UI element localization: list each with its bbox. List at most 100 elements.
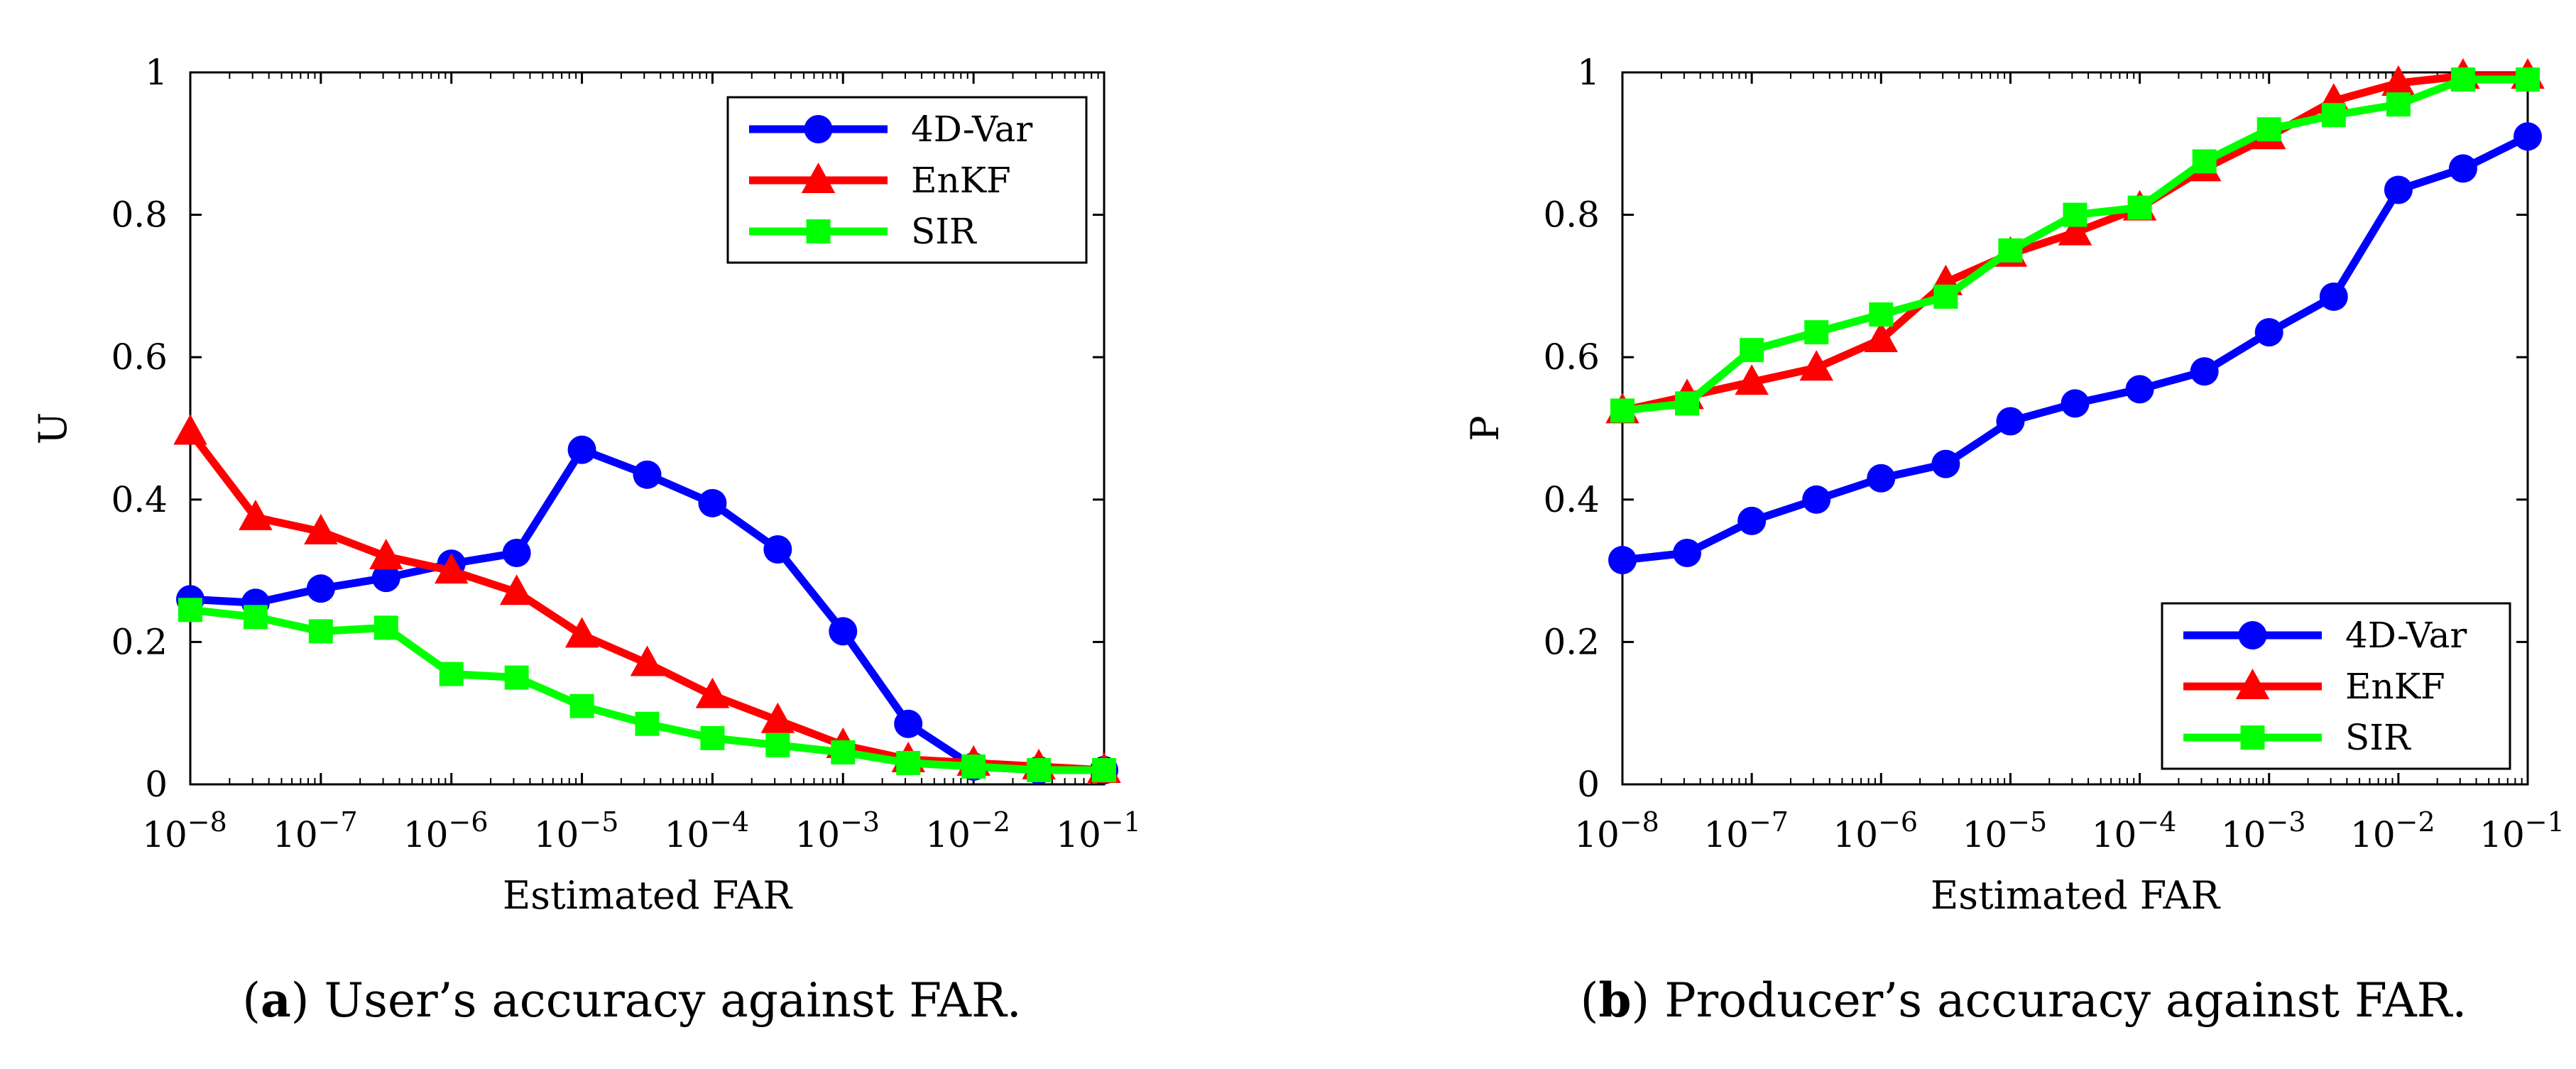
data-point (2058, 214, 2092, 246)
data-point (831, 740, 856, 764)
y-tick-label: 0.4 (111, 479, 168, 520)
data-point (369, 539, 403, 570)
data-point (1027, 757, 1052, 782)
data-point (504, 665, 529, 690)
x-tick-label: 10−7 (273, 806, 358, 855)
legend-marker (804, 115, 833, 143)
data-point (1869, 302, 1894, 327)
data-point (2514, 122, 2542, 151)
legend: 4D-Var EnKF SIR (2161, 602, 2511, 770)
data-point (2063, 202, 2087, 227)
caption-a: (a) User’s accuracy against FAR. (242, 972, 1022, 1028)
legend-label: SIR (911, 211, 977, 252)
data-point (1673, 539, 1702, 568)
y-axis-title: P (1463, 415, 1507, 441)
y-tick-label: 0.2 (1543, 621, 1600, 662)
data-point (2061, 389, 2090, 418)
data-point (2190, 357, 2219, 386)
caption-a-letter: a (261, 972, 291, 1028)
data-point (434, 553, 469, 584)
x-tick-label: 10−6 (1833, 806, 1918, 855)
data-point (2450, 67, 2475, 92)
data-point (763, 535, 792, 564)
data-point (1931, 449, 1960, 478)
caption-b: (b) Producer’s accuracy against FAR. (1580, 972, 2467, 1028)
y-tick-label: 0.8 (1543, 194, 1600, 236)
data-point (961, 754, 986, 779)
data-point (760, 702, 795, 733)
data-point (373, 615, 398, 640)
data-point (1740, 338, 1764, 363)
data-point (1799, 350, 1833, 381)
data-point (698, 488, 727, 517)
legend-marker (2235, 669, 2270, 699)
y-tick-label: 0.4 (1543, 479, 1600, 520)
series-sir (178, 598, 1116, 782)
y-tick-label: 0.6 (1543, 336, 1600, 378)
x-tick-label: 10−4 (665, 806, 750, 855)
data-point (371, 564, 400, 593)
data-point (2321, 103, 2346, 128)
data-point (630, 645, 665, 676)
caption-b-letter: b (1598, 972, 1632, 1028)
data-point (2448, 154, 2477, 183)
data-point (700, 725, 725, 750)
data-point (1996, 407, 2025, 436)
y-tick-label: 0.2 (111, 621, 168, 662)
data-point (243, 605, 268, 630)
legend-label: SIR (2345, 717, 2411, 758)
x-tick-label: 10−3 (2221, 806, 2306, 855)
data-point (829, 617, 858, 646)
y-tick-label: 1 (145, 52, 168, 93)
x-tick-label: 10−5 (1963, 806, 2048, 855)
data-point (1675, 391, 1700, 416)
y-tick-label: 0.6 (111, 336, 168, 378)
legend-marker (2240, 725, 2265, 750)
y-tick-label: 1 (1577, 52, 1600, 93)
data-point (2192, 149, 2217, 174)
data-point (502, 539, 531, 568)
data-point (2254, 318, 2283, 347)
data-point (306, 574, 335, 603)
data-point (1092, 757, 1116, 782)
x-tick-label: 10−1 (2479, 806, 2565, 855)
data-point (896, 750, 921, 775)
x-axis-title: Estimated FAR (1931, 873, 2221, 918)
legend-marker (2238, 621, 2267, 649)
data-point (1737, 506, 1767, 535)
data-point (2127, 195, 2152, 220)
y-axis-title: U (31, 412, 75, 445)
x-tick-label: 10−1 (1056, 806, 1141, 855)
data-point (564, 617, 599, 648)
legend-label: EnKF (911, 160, 1011, 201)
data-point (1864, 322, 1899, 353)
data-point (173, 414, 207, 445)
data-point (1804, 320, 1829, 345)
x-tick-label: 10−8 (1574, 806, 1659, 855)
data-point (178, 598, 202, 623)
data-point (1998, 238, 2023, 263)
x-tick-label: 10−6 (403, 806, 489, 855)
data-point (2256, 117, 2281, 142)
data-point (2516, 67, 2540, 92)
y-tick-label: 0.8 (111, 194, 168, 236)
x-tick-label: 10−2 (925, 806, 1010, 855)
data-point (1802, 485, 1831, 514)
x-tick-label: 10−7 (1703, 806, 1789, 855)
data-point (1735, 364, 1769, 395)
data-point (567, 435, 596, 464)
y-tick-label: 0 (145, 764, 168, 805)
x-tick-label: 10−2 (2350, 806, 2435, 855)
series-4d-var (1608, 122, 2542, 575)
data-point (2125, 375, 2154, 404)
data-point (2384, 175, 2413, 204)
data-point (439, 662, 464, 686)
caption-b-text: Producer’s accuracy against FAR. (1649, 973, 2467, 1028)
data-point (894, 709, 923, 738)
data-point (2386, 92, 2411, 117)
data-point (239, 499, 273, 530)
data-point (2319, 282, 2348, 311)
x-tick-label: 10−4 (2092, 806, 2177, 855)
x-tick-label: 10−3 (795, 806, 880, 855)
data-point (635, 711, 660, 736)
